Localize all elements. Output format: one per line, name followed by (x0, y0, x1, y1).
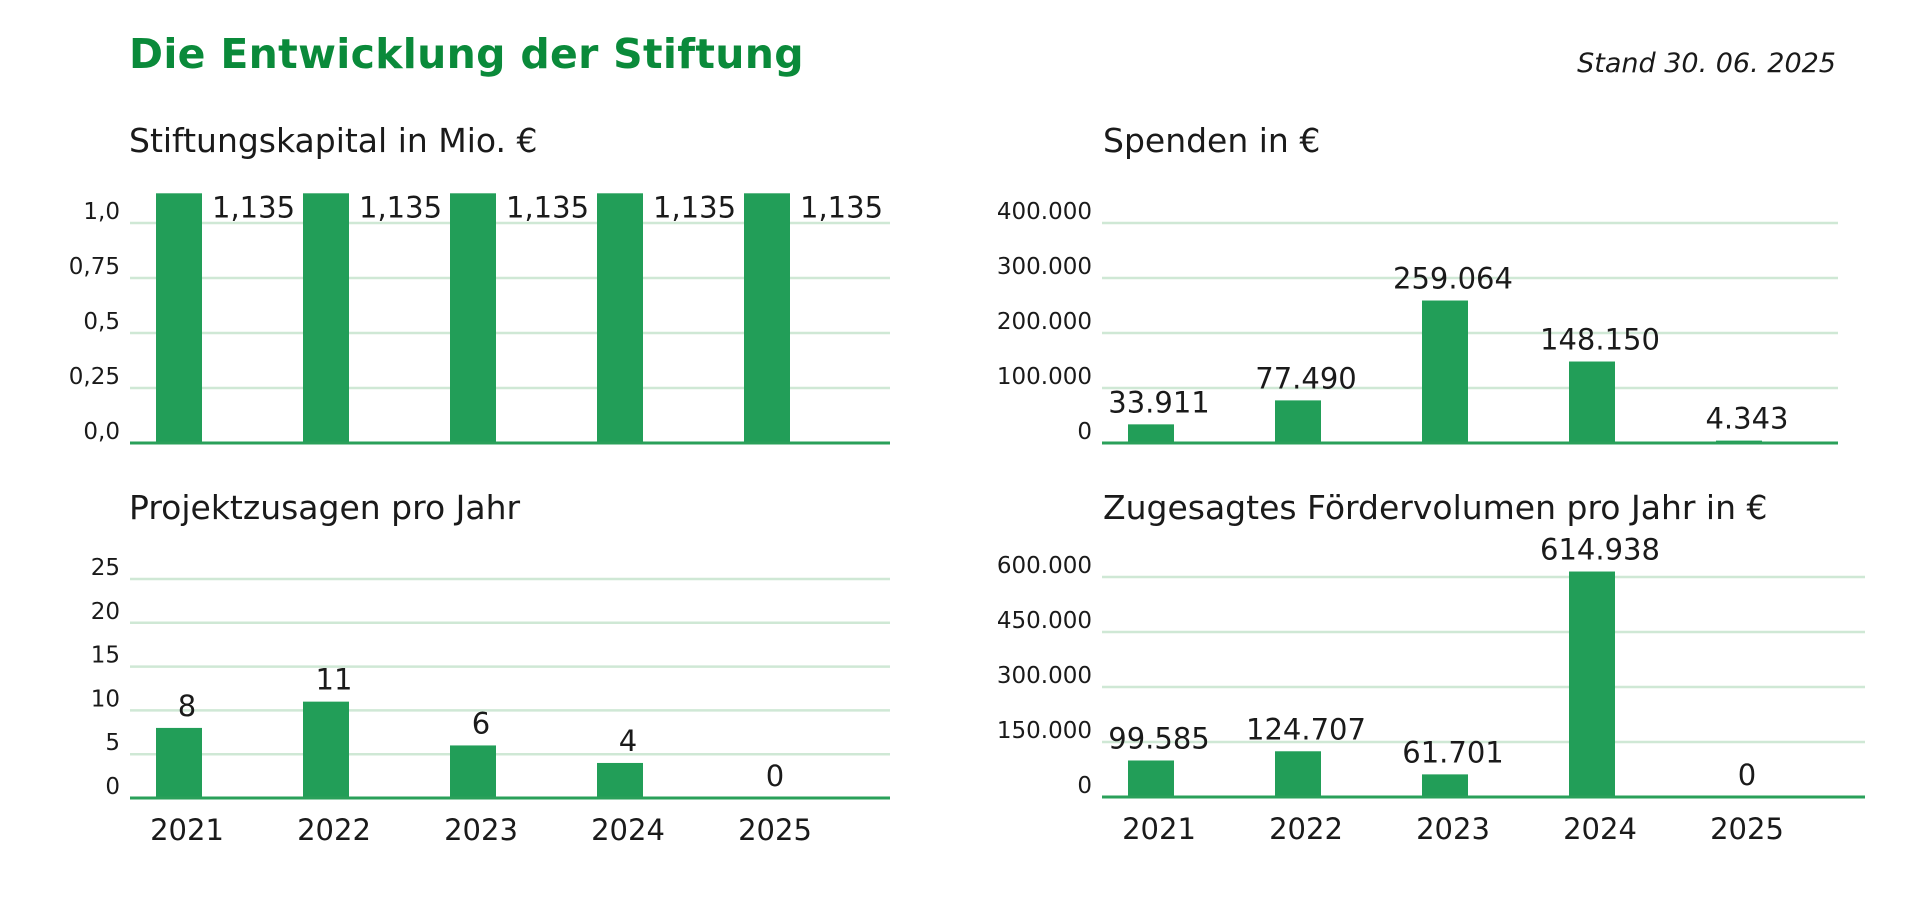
data-label: 4 (619, 724, 637, 758)
y-tick-label: 10 (91, 686, 120, 712)
bar-2025 (744, 193, 790, 443)
y-tick-label: 1,0 (83, 199, 120, 225)
chart-title-foerdervolumen: Zugesagtes Fördervolumen pro Jahr in € (1103, 488, 1768, 527)
data-label: 61.701 (1402, 735, 1503, 769)
y-tick-label: 0,75 (69, 254, 120, 280)
x-tick-label: 2025 (738, 813, 812, 847)
stand-date: Stand 30. 06. 2025 (1577, 48, 1836, 79)
x-tick-label: 2024 (1563, 812, 1637, 846)
data-label: 1,135 (359, 190, 442, 224)
x-tick-label: 2022 (297, 813, 371, 847)
x-tick-label: 2023 (1416, 812, 1490, 846)
bar-2022 (1275, 400, 1321, 443)
y-tick-label: 150.000 (997, 718, 1092, 744)
y-tick-label: 0 (105, 774, 120, 800)
data-label: 1,135 (800, 190, 883, 224)
data-label: 99.585 (1108, 721, 1209, 755)
bar-2022 (303, 701, 349, 798)
chart-title-projektzusagen: Projektzusagen pro Jahr (129, 488, 521, 527)
y-tick-label: 0,5 (83, 309, 120, 335)
data-label: 1,135 (653, 190, 736, 224)
data-label: 148.150 (1540, 323, 1660, 357)
x-tick-label: 2021 (150, 813, 224, 847)
data-label: 259.064 (1393, 262, 1513, 296)
y-tick-label: 200.000 (997, 309, 1092, 335)
bar-2023 (450, 745, 496, 798)
data-label: 614.938 (1540, 533, 1660, 567)
bar-2022 (1275, 751, 1321, 797)
x-tick-label: 2025 (1710, 812, 1784, 846)
y-tick-label: 0,25 (69, 364, 120, 390)
y-tick-label: 300.000 (997, 254, 1092, 280)
data-label: 0 (766, 759, 784, 793)
data-label: 33.911 (1108, 385, 1209, 419)
bar-2024 (1569, 361, 1615, 443)
chart-title-stiftungskapital: Stiftungskapital in Mio. € (129, 121, 538, 160)
y-tick-label: 0 (1077, 773, 1092, 799)
data-label: 11 (316, 663, 353, 697)
x-tick-label: 2022 (1269, 812, 1343, 846)
chart-spenden: 0 100.000 200.000 300.000 400.000 33.911 77.49… (997, 199, 1838, 445)
y-tick-label: 15 (91, 643, 120, 669)
bar-2021 (156, 193, 202, 443)
y-tick-label: 300.000 (997, 663, 1092, 689)
y-tick-label: 0 (1077, 419, 1092, 445)
y-tick-label: 20 (91, 599, 120, 625)
chart-title-spenden: Spenden in € (1103, 121, 1321, 160)
x-tick-label: 2021 (1122, 812, 1196, 846)
y-tick-label: 600.000 (997, 553, 1092, 579)
bar-2021 (156, 727, 202, 798)
y-tick-label: 450.000 (997, 608, 1092, 634)
data-label: 1,135 (506, 190, 589, 224)
data-label: 124.707 (1246, 712, 1366, 746)
bar-2024 (597, 193, 643, 443)
bar-2022 (303, 193, 349, 443)
page-title: Die Entwicklung der Stiftung (129, 30, 804, 78)
data-label: 8 (178, 689, 196, 723)
y-tick-label: 5 (105, 730, 120, 756)
bar-2023 (450, 193, 496, 443)
data-label: 0 (1738, 758, 1756, 792)
bar-2021 (1128, 424, 1174, 443)
chart-stiftungskapital: 0,0 0,25 0,5 0,75 1,0 1,135 1,135 1,135 1,135 1,1… (69, 190, 890, 445)
bar-2024 (597, 762, 643, 798)
y-tick-label: 100.000 (997, 364, 1092, 390)
data-label: 6 (472, 706, 490, 740)
bar-2024 (1569, 571, 1615, 797)
chart-foerdervolumen: 0 150.000 300.000 450.000 600.000 99.585 2021 1… (997, 533, 1865, 846)
data-label: 4.343 (1705, 402, 1788, 436)
data-label: 77.490 (1255, 361, 1356, 395)
y-tick-label: 25 (91, 555, 120, 581)
y-tick-label: 0,0 (83, 419, 120, 445)
x-tick-label: 2024 (591, 813, 665, 847)
bar-2023 (1422, 300, 1468, 443)
data-label: 1,135 (212, 190, 295, 224)
x-tick-label: 2023 (444, 813, 518, 847)
y-tick-label: 400.000 (997, 199, 1092, 225)
bar-2023 (1422, 774, 1468, 797)
bar-2021 (1128, 760, 1174, 797)
